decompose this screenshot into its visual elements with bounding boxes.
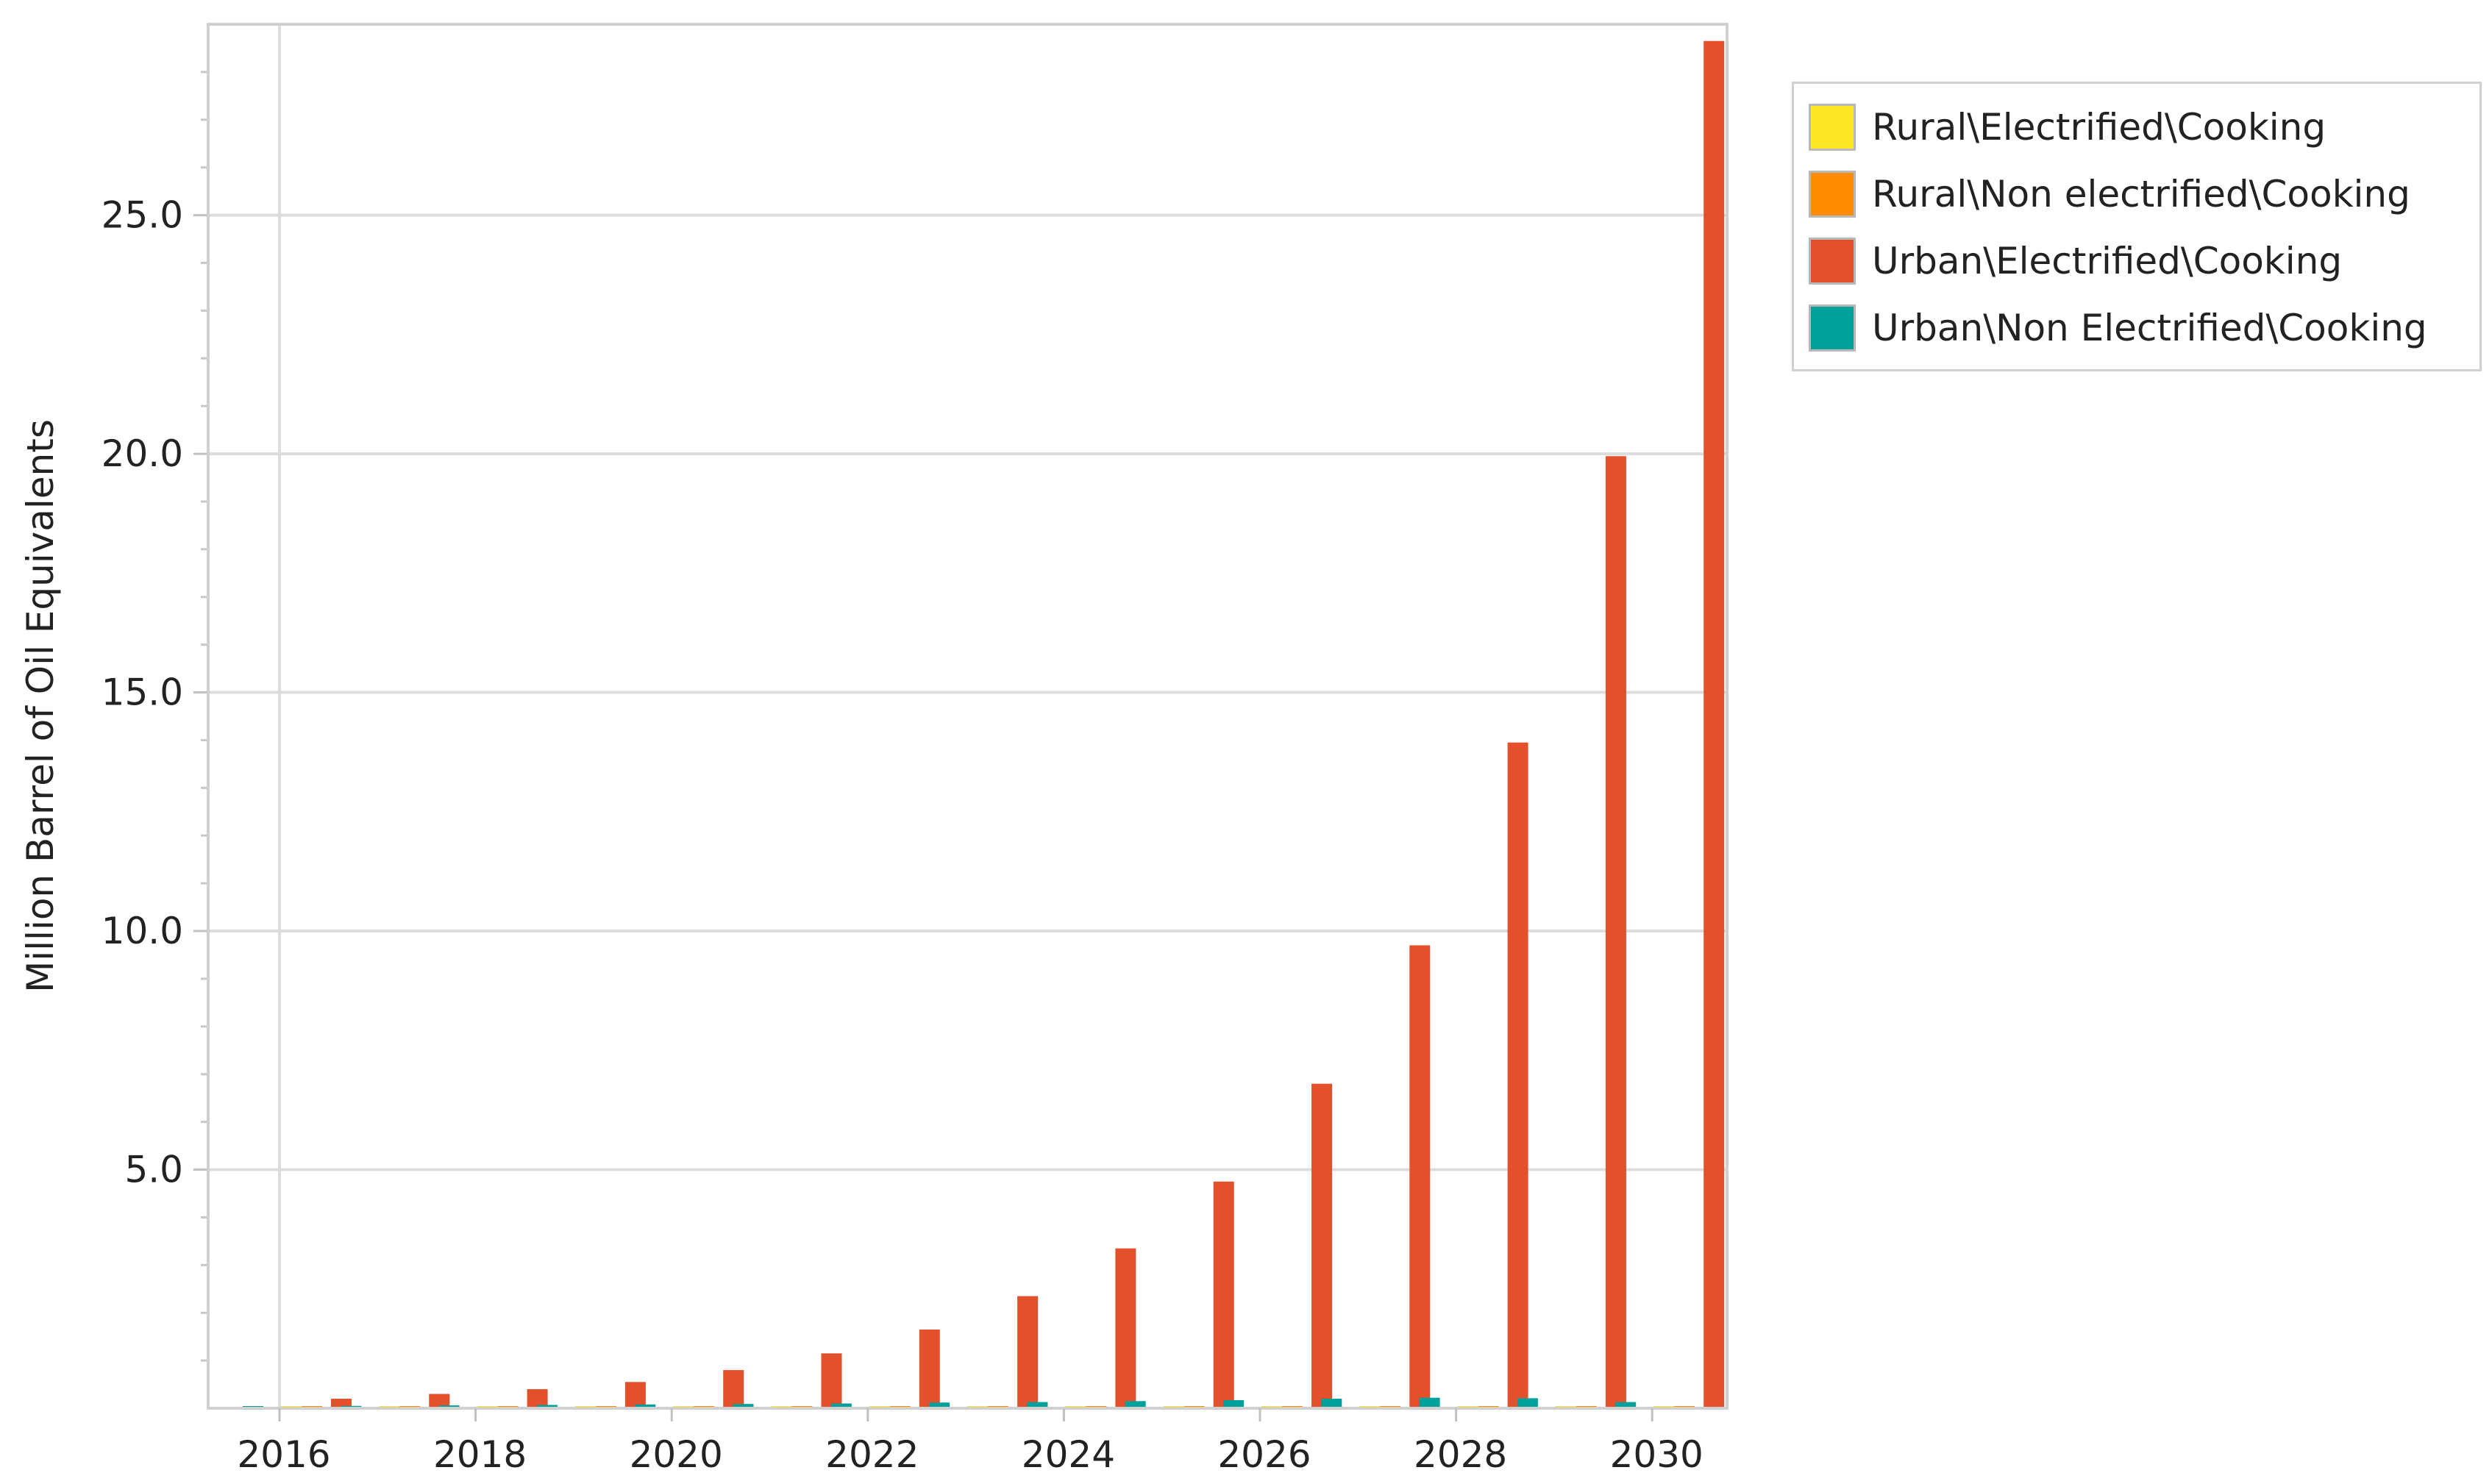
- bar-urban-non-electrified: [1615, 1402, 1637, 1408]
- legend-label: Urban\Non Electrified\Cooking: [1872, 307, 2427, 349]
- bar-urban-electrified: [1213, 1181, 1234, 1408]
- bar-urban-non-electrified: [1517, 1398, 1538, 1408]
- bar-urban-electrified: [1311, 1083, 1332, 1408]
- x-tick-label: 2024: [1022, 1433, 1115, 1476]
- y-tick-label: 10.0: [102, 910, 183, 952]
- bar-urban-electrified: [429, 1394, 450, 1408]
- legend-swatch: [1809, 171, 1856, 218]
- bar-urban-electrified: [1704, 40, 1725, 1409]
- bar-urban-electrified: [821, 1353, 842, 1408]
- bar-urban-non-electrified: [733, 1404, 754, 1408]
- y-tick-label: 25.0: [102, 194, 183, 237]
- bar-urban-non-electrified: [1321, 1399, 1342, 1408]
- y-tick-labels: 5.0 10.0 15.0 20.0 25.0: [102, 194, 183, 1191]
- bar-urban-electrified: [1605, 456, 1626, 1409]
- bar-urban-electrified: [1507, 742, 1528, 1408]
- y-tick-label: 15.0: [102, 671, 183, 714]
- bar-urban-non-electrified: [1419, 1397, 1440, 1408]
- plot-frame: [207, 23, 1729, 1410]
- legend-item-urban-electrified-cooking: Urban\Electrified\Cooking: [1809, 235, 2342, 287]
- y-tick-label: 5.0: [124, 1149, 183, 1191]
- bar-urban-non-electrified: [1223, 1399, 1244, 1408]
- bar-urban-electrified: [1017, 1296, 1039, 1408]
- gridlines: [193, 24, 1727, 1408]
- y-axis-label: Million Barrel of Oil Equivalents: [19, 419, 62, 993]
- bar-urban-electrified: [624, 1382, 646, 1408]
- legend-swatch: [1809, 238, 1856, 285]
- legend-label: Rural\Electrified\Cooking: [1872, 106, 2327, 149]
- legend-label: Urban\Electrified\Cooking: [1872, 240, 2343, 282]
- x-tick-labels: 2016 2018 2020 2022 2024 2026 2028 2030: [237, 1408, 1704, 1476]
- bar-urban-electrified: [1115, 1248, 1136, 1408]
- x-tick-label: 2016: [237, 1433, 330, 1476]
- legend-swatch: [1809, 304, 1856, 352]
- bar-urban-non-electrified: [1027, 1402, 1048, 1408]
- bar-urban-electrified: [1409, 945, 1431, 1408]
- bar-urban-non-electrified: [635, 1404, 656, 1408]
- legend-swatch: [1809, 104, 1856, 151]
- x-tick-label: 2028: [1414, 1433, 1507, 1476]
- legend-label: Rural\Non electrified\Cooking: [1872, 173, 2410, 215]
- legend-item-urban-non-electrified-cooking: Urban\Non Electrified\Cooking: [1809, 302, 2427, 354]
- x-tick-label: 2022: [825, 1433, 919, 1476]
- bar-urban-non-electrified: [1125, 1401, 1146, 1408]
- x-tick-label: 2018: [433, 1433, 527, 1476]
- legend-item-rural-electrified-cooking: Rural\Electrified\Cooking: [1809, 101, 2326, 153]
- bar-urban-electrified: [919, 1329, 940, 1408]
- legend: Rural\Electrified\Cooking Rural\Non elec…: [1792, 82, 2482, 371]
- legend-item-rural-non-electrified-cooking: Rural\Non electrified\Cooking: [1809, 168, 2410, 220]
- bar-urban-non-electrified: [929, 1402, 950, 1408]
- x-tick-label: 2020: [630, 1433, 723, 1476]
- bars: [243, 40, 1725, 1409]
- bar-urban-electrified: [723, 1370, 744, 1408]
- bar-urban-non-electrified: [830, 1403, 852, 1408]
- x-tick-label: 2026: [1217, 1433, 1311, 1476]
- x-tick-label: 2030: [1610, 1433, 1704, 1476]
- y-tick-label: 20.0: [102, 432, 183, 475]
- bar-urban-non-electrified: [536, 1405, 558, 1408]
